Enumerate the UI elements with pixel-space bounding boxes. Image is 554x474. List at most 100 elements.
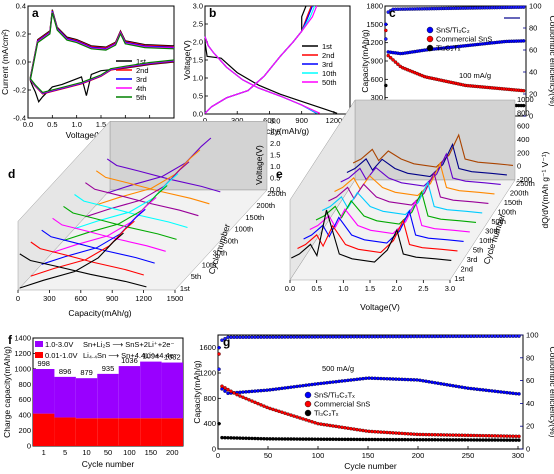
capacity-point-2	[265, 437, 269, 441]
capacity-point-0	[217, 345, 221, 350]
capacity-point-2	[301, 437, 305, 441]
capacity-point-2	[349, 437, 353, 442]
capacity-point-0	[352, 377, 356, 382]
capacity-point-1	[496, 434, 500, 438]
ce-point	[355, 335, 359, 339]
x-tick-label: 1200	[135, 294, 152, 303]
z-tick-label: 2nd	[460, 265, 473, 274]
capacity-point-0	[457, 384, 461, 389]
capacity-point-1	[475, 433, 479, 438]
capacity-point-0	[499, 390, 503, 394]
ce-point	[382, 334, 386, 339]
capacity-point-2	[367, 437, 371, 442]
capacity-point-1	[346, 426, 350, 430]
discharge-curve-1st	[204, 41, 338, 114]
legend-reaction: Sn+Li₂S ⟶ SnS+2Li⁺+2e⁻	[83, 340, 174, 349]
capacity-point-1	[397, 431, 401, 435]
capacity-point-0	[241, 390, 245, 394]
z-tick-label: 1st	[454, 274, 465, 283]
capacity-point-0	[388, 377, 392, 381]
bar-total-label: 896	[59, 367, 72, 376]
capacity-point-0	[307, 383, 311, 387]
ce-point	[451, 334, 455, 339]
ce-point	[349, 335, 353, 339]
x-tick-label: 200	[166, 448, 179, 457]
z-tick-label: 150th	[245, 213, 264, 222]
ce-point	[280, 335, 284, 339]
dqdv-curve-5th	[309, 199, 470, 235]
charge-curve-5th	[30, 220, 135, 277]
capacity-point-0	[505, 390, 509, 395]
capacity-point-2	[292, 437, 296, 441]
capacity-point-0	[265, 388, 269, 392]
capacity-point-1	[393, 60, 398, 64]
ce-point	[457, 334, 461, 339]
capacity-point-2	[268, 437, 272, 441]
capacity-point-1	[235, 392, 239, 397]
ce-point	[325, 335, 329, 339]
legend-label: Commercial SnS	[314, 400, 370, 409]
ce-point	[274, 335, 278, 339]
capacity-point-1	[379, 430, 383, 434]
y-tick-label: 0.0	[193, 110, 203, 119]
legend-label: 10th	[322, 69, 337, 78]
capacity-point-1	[373, 429, 377, 434]
ce-point	[298, 335, 302, 339]
capacity-point-0	[247, 389, 251, 394]
y-tick-label: 0.2	[16, 30, 26, 39]
ce-point	[265, 335, 269, 339]
capacity-point-1	[448, 433, 452, 437]
y-axis-label: dQ/dV(mAh g⁻¹ V⁻¹)	[540, 151, 550, 228]
x-tick-label: 0	[216, 451, 220, 460]
capacity-point-1	[463, 433, 467, 438]
ce-point	[238, 335, 242, 339]
legend-label: 1st	[136, 57, 147, 66]
capacity-point-1	[331, 424, 335, 428]
capacity-point-1	[517, 434, 521, 439]
charge-curve-200th	[96, 149, 201, 206]
capacity-point-2	[517, 438, 521, 442]
capacity-point-1	[433, 433, 437, 437]
capacity-point-2	[220, 435, 224, 440]
bar-segment-1.0-3.0V	[161, 362, 183, 419]
capacity-point-2	[415, 437, 419, 442]
x-tick-label: 150	[362, 451, 375, 460]
ce-point	[334, 335, 338, 339]
y-tick-label: 0.4	[16, 2, 26, 11]
x-tick-label: 0.5	[47, 120, 57, 129]
ce-point	[364, 334, 368, 339]
ce-point	[481, 334, 485, 339]
capacity-point-0	[340, 379, 344, 383]
capacity-point-1	[367, 429, 371, 434]
capacity-point-2	[421, 437, 425, 442]
cv-curve-5th	[29, 12, 175, 94]
ce-point	[394, 334, 398, 339]
bar-segment-1.0-3.0V	[118, 366, 141, 419]
capacity-point-1	[403, 431, 407, 436]
y-tick-label: 900	[370, 57, 383, 66]
y2-tick-label: 60	[526, 376, 534, 385]
capacity-point-1	[445, 433, 449, 437]
cv-curve-1st	[29, 9, 175, 104]
x-tick-label: 200	[412, 451, 425, 460]
bar-total-label: 1082	[164, 353, 181, 362]
charge-curve-10th	[204, 5, 316, 114]
charge-curve-1st	[19, 232, 124, 289]
capacity-point-2	[352, 437, 356, 442]
ce-point	[391, 334, 395, 339]
bar-segment-1.0-3.0V	[75, 378, 98, 419]
legend-marker	[426, 35, 434, 43]
capacity-point-1	[259, 403, 263, 407]
x-tick-label: 300	[43, 294, 56, 303]
capacity-point-0	[259, 388, 263, 393]
capacity-point-2	[259, 436, 263, 441]
x-tick-label: 5	[63, 448, 67, 457]
capacity-point-2	[256, 436, 260, 441]
capacity-point-0	[514, 391, 518, 396]
capacity-point-2	[286, 437, 290, 441]
y2-axis-label: Coulombic efficiency(%)	[548, 15, 554, 106]
ce-point	[400, 334, 404, 339]
ce-point	[232, 335, 236, 340]
capacity-point-1	[406, 432, 410, 436]
capacity-point-1	[424, 432, 428, 437]
